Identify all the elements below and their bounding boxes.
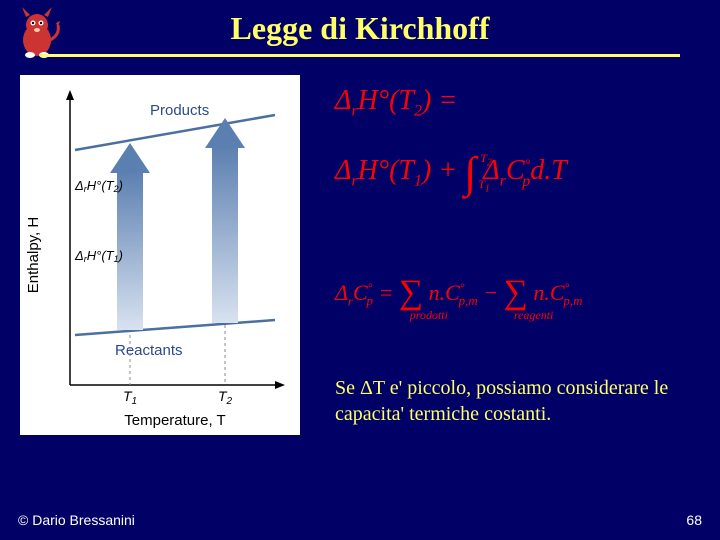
- svg-text:ΔrH°(T1): ΔrH°(T1): [74, 248, 123, 264]
- slide-title: Legge di Kirchhoff: [0, 10, 720, 47]
- diagram-ylabel: Enthalpy, H: [25, 217, 42, 293]
- note-text: Se ΔT e' piccolo, possiamo considerare l…: [335, 375, 705, 427]
- sum-products: ∑ prodotti: [399, 281, 423, 309]
- enthalpy-diagram: Enthalpy, H Temperature, T Products Reac…: [20, 75, 300, 435]
- delta: Δ: [335, 85, 351, 116]
- sum-reactants: ∑ reagenti: [504, 281, 528, 309]
- svg-text:ΔrH°(T2): ΔrH°(T2): [74, 178, 123, 194]
- equation-line-2: ΔrH°(T1) + ∫ T2 T1 ΔrC°pd.T: [335, 155, 705, 191]
- diagram-products-label: Products: [150, 102, 209, 119]
- slide-number: 68: [686, 512, 702, 528]
- svg-text:T2: T2: [218, 388, 233, 407]
- integral: ∫ T2 T1: [464, 155, 476, 190]
- integral-upper: T2: [480, 151, 492, 168]
- title-underline: [40, 54, 680, 57]
- copyright: © Dario Bressanini: [18, 512, 135, 528]
- integral-lower: T1: [478, 177, 490, 194]
- equation-line-1: ΔrH°(T2) =: [335, 85, 705, 121]
- diagram-reactants-label: Reactants: [115, 342, 183, 359]
- svg-text:T1: T1: [123, 388, 137, 407]
- equation-cp: ΔrC°p = ∑ prodotti n.C°p,m − ∑ reagenti …: [335, 280, 715, 309]
- diagram-xlabel: Temperature, T: [124, 412, 225, 429]
